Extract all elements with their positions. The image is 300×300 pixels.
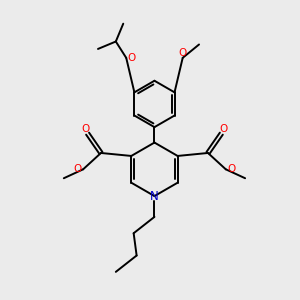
Text: O: O bbox=[74, 164, 82, 174]
Text: O: O bbox=[227, 164, 235, 174]
Text: O: O bbox=[128, 53, 136, 63]
Text: O: O bbox=[81, 124, 89, 134]
Text: O: O bbox=[220, 124, 228, 134]
Text: N: N bbox=[150, 190, 159, 202]
Text: O: O bbox=[178, 48, 187, 58]
